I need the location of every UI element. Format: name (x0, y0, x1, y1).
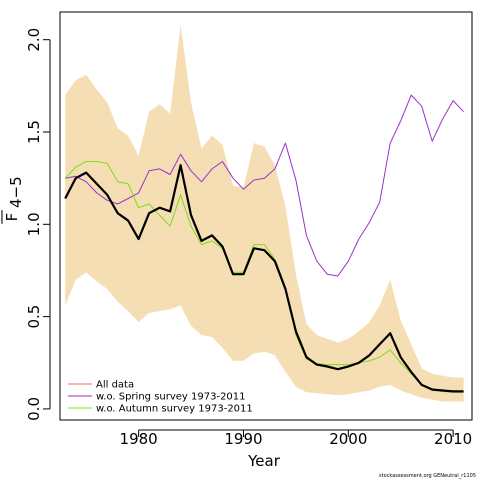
x-tick-label-2000: 2000 (329, 430, 367, 448)
x-tick-label-2010: 2010 (434, 430, 472, 448)
series-layer (64, 94, 464, 393)
y-tick-label-3: 1.5 (25, 120, 43, 144)
legend-label-spring: w.o. Spring survey 1973-2011 (96, 392, 246, 403)
legend: All data w.o. Spring survey 1973-2011 w.… (68, 380, 253, 415)
plot-frame (59, 11, 473, 421)
footer-credit: stockassessment.org GENeutral_r1105 (379, 473, 476, 479)
y-tick-label-0: 0.0 (25, 397, 43, 421)
series-line-main (64, 164, 464, 393)
x-tick-label-1980: 1980 (120, 430, 158, 448)
axis-layer: 1980 1990 2000 2010 0.0 0.5 1.0 1.5 2.0 (25, 28, 472, 448)
y-tick-label-2: 1.0 (25, 212, 43, 236)
x-tick-label-1990: 1990 (224, 430, 262, 448)
y-tick-label-1: 0.5 (25, 305, 43, 329)
y-axis-title-subscript: 4−5 (7, 176, 25, 208)
y-tick-label-4: 2.0 (25, 28, 43, 52)
confidence-band-layer (65, 24, 464, 402)
x-axis-title: Year (247, 452, 281, 470)
confidence-band (65, 24, 464, 402)
y-axis-title-bar: — (0, 210, 10, 225)
legend-label-autumn: w.o. Autumn survey 1973-2011 (96, 404, 253, 415)
series-line-spring (65, 94, 464, 277)
legend-label-all-data: All data (96, 380, 134, 391)
y-axis-title-main: F (3, 213, 21, 222)
series-line-autumn (64, 161, 464, 393)
y-axis-title: F — 4−5 (0, 176, 25, 224)
